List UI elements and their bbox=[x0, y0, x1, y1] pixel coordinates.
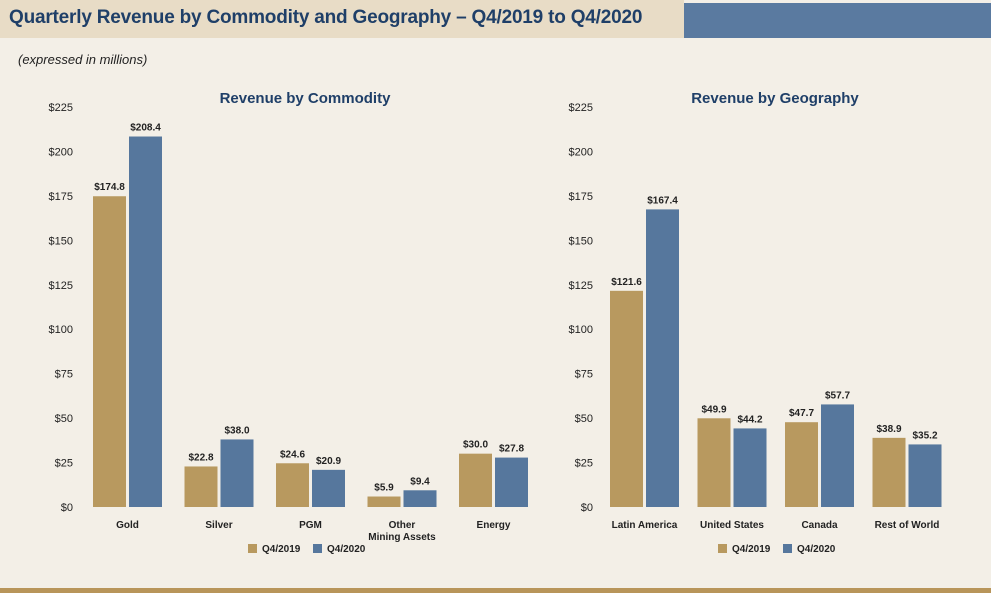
bar bbox=[733, 428, 767, 507]
y-tick-label: $75 bbox=[55, 369, 73, 381]
data-label: $35.2 bbox=[912, 430, 937, 441]
bar bbox=[184, 466, 218, 507]
legend-label: Q4/2019 bbox=[262, 544, 301, 555]
bar bbox=[129, 136, 162, 507]
category-label: Other bbox=[389, 520, 416, 531]
legend-swatch bbox=[718, 544, 727, 553]
category-label: Canada bbox=[801, 520, 838, 531]
bar bbox=[276, 463, 309, 507]
y-tick-label: $100 bbox=[569, 324, 593, 336]
bar bbox=[403, 490, 437, 507]
legend-swatch bbox=[248, 544, 257, 553]
data-label: $20.9 bbox=[316, 456, 341, 467]
y-tick-label: $50 bbox=[55, 413, 73, 425]
page-title: Quarterly Revenue by Commodity and Geogr… bbox=[9, 7, 643, 28]
y-tick-label: $0 bbox=[61, 502, 73, 514]
y-tick-label: $25 bbox=[55, 458, 73, 470]
data-label: $167.4 bbox=[647, 195, 678, 206]
y-tick-label: $225 bbox=[569, 102, 593, 114]
bar bbox=[220, 439, 254, 507]
data-label: $174.8 bbox=[94, 182, 125, 193]
data-label: $30.0 bbox=[463, 440, 488, 451]
y-tick-label: $200 bbox=[569, 146, 593, 158]
bar bbox=[93, 196, 126, 507]
data-label: $121.6 bbox=[611, 277, 642, 288]
category-label: Silver bbox=[205, 520, 232, 531]
bar bbox=[872, 437, 906, 507]
y-tick-label: $100 bbox=[49, 324, 73, 336]
category-label: Rest of World bbox=[875, 520, 940, 531]
legend-label: Q4/2020 bbox=[327, 544, 366, 555]
data-label: $47.7 bbox=[789, 408, 814, 419]
bar bbox=[785, 422, 818, 507]
footer-rule bbox=[0, 588, 991, 593]
bar bbox=[821, 404, 854, 507]
data-label: $22.8 bbox=[188, 452, 213, 463]
data-label: $9.4 bbox=[410, 476, 430, 487]
data-label: $38.9 bbox=[876, 424, 901, 435]
y-tick-label: $150 bbox=[569, 235, 593, 247]
y-tick-label: $175 bbox=[49, 191, 73, 203]
data-label: $49.9 bbox=[701, 404, 726, 415]
data-label: $57.7 bbox=[825, 390, 850, 401]
chart-title: Revenue by Geography bbox=[691, 90, 859, 107]
category-label: Mining Assets bbox=[368, 532, 436, 543]
bar bbox=[312, 469, 345, 507]
bar bbox=[495, 457, 528, 507]
data-label: $38.0 bbox=[224, 425, 249, 436]
y-tick-label: $175 bbox=[569, 191, 593, 203]
bar bbox=[367, 496, 401, 507]
category-label: Energy bbox=[477, 520, 511, 531]
header-band bbox=[0, 0, 684, 38]
category-label: Gold bbox=[116, 520, 139, 531]
category-label: United States bbox=[700, 520, 764, 531]
y-tick-label: $125 bbox=[49, 280, 73, 292]
legend-swatch bbox=[313, 544, 322, 553]
category-label: Latin America bbox=[612, 520, 678, 531]
legend-swatch bbox=[783, 544, 792, 553]
bar bbox=[646, 209, 679, 507]
header-bar: Quarterly Revenue by Commodity and Geogr… bbox=[0, 0, 991, 38]
y-tick-label: $0 bbox=[581, 502, 593, 514]
data-label: $24.6 bbox=[280, 449, 305, 460]
y-tick-label: $225 bbox=[49, 102, 73, 114]
data-label: $44.2 bbox=[737, 414, 762, 425]
y-tick-label: $150 bbox=[49, 235, 73, 247]
y-tick-label: $75 bbox=[575, 369, 593, 381]
chart-title: Revenue by Commodity bbox=[220, 90, 392, 107]
bar bbox=[697, 418, 731, 507]
y-tick-label: $200 bbox=[49, 146, 73, 158]
data-label: $5.9 bbox=[374, 483, 394, 494]
y-tick-label: $25 bbox=[575, 458, 593, 470]
units-note: (expressed in millions) bbox=[18, 52, 148, 67]
bar bbox=[459, 453, 492, 507]
legend-label: Q4/2020 bbox=[797, 544, 836, 555]
data-label: $208.4 bbox=[130, 123, 161, 134]
y-tick-label: $125 bbox=[569, 280, 593, 292]
bar bbox=[610, 290, 643, 507]
legend-label: Q4/2019 bbox=[732, 544, 771, 555]
bar bbox=[908, 444, 942, 507]
header-accent-band bbox=[684, 3, 991, 38]
data-label: $27.8 bbox=[499, 444, 524, 455]
y-tick-label: $50 bbox=[575, 413, 593, 425]
category-label: PGM bbox=[299, 520, 322, 531]
